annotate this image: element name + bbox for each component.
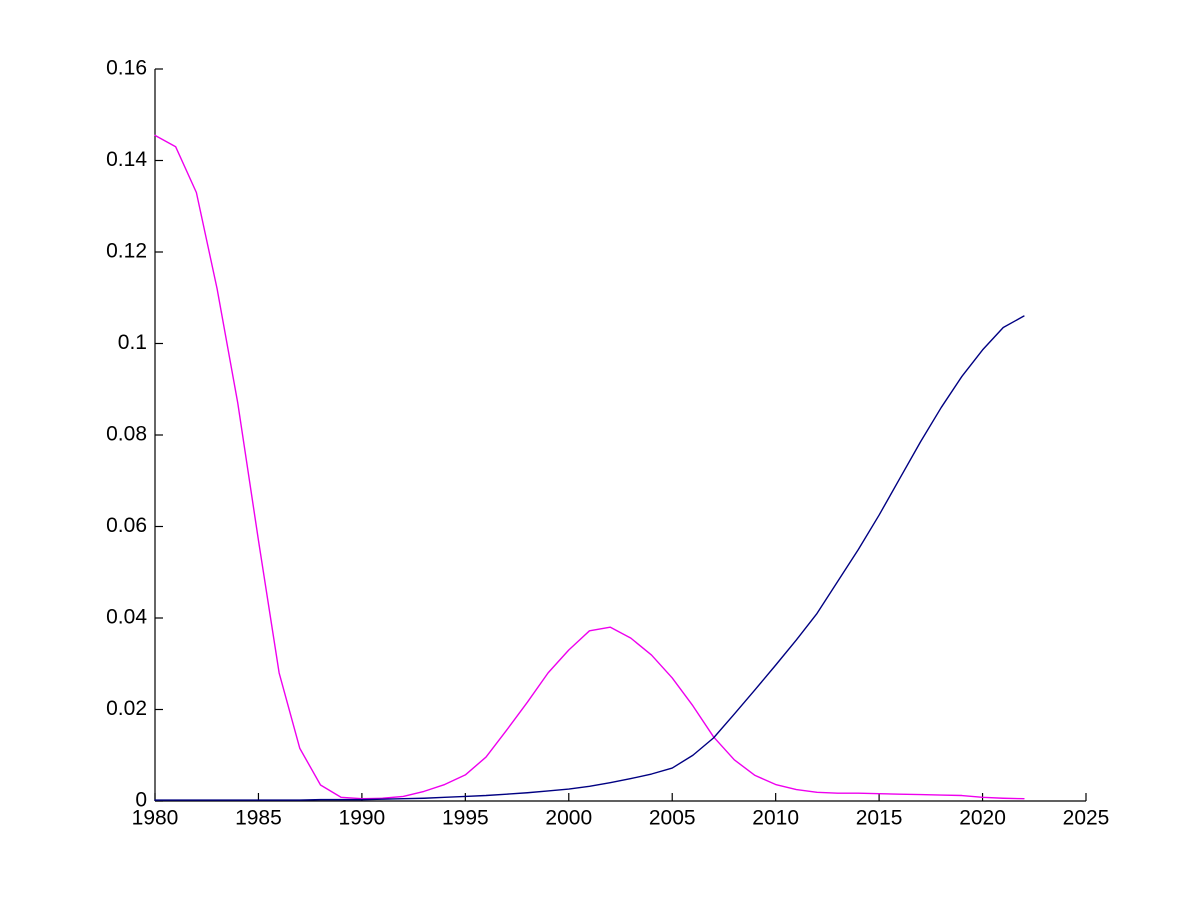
y-tick-label: 0.1 (118, 331, 147, 354)
x-tick-label: 2025 (1063, 806, 1110, 829)
x-tick-label: 2010 (752, 806, 799, 829)
x-tick-label: 1980 (132, 806, 179, 829)
y-tick-label: 0 (135, 789, 147, 812)
x-tick-label: 1985 (235, 806, 282, 829)
x-tick-label: 1990 (339, 806, 386, 829)
x-tick-label: 1995 (442, 806, 489, 829)
y-tick-label: 0.14 (106, 148, 147, 171)
x-tick-label: 2015 (856, 806, 903, 829)
y-tick-label: 0.08 (106, 423, 147, 446)
y-tick-label: 0.02 (106, 697, 147, 720)
x-tick-label: 2005 (649, 806, 696, 829)
y-tick-label: 0.16 (106, 57, 147, 80)
navy-line (154, 315, 1025, 801)
y-tick-label: 0.06 (106, 514, 147, 537)
y-tick-label: 0.12 (106, 240, 147, 263)
x-tick-label: 2020 (959, 806, 1006, 829)
x-tick-label: 2000 (545, 806, 592, 829)
magenta-line (154, 134, 1025, 800)
y-tick-label: 0.04 (106, 606, 147, 629)
